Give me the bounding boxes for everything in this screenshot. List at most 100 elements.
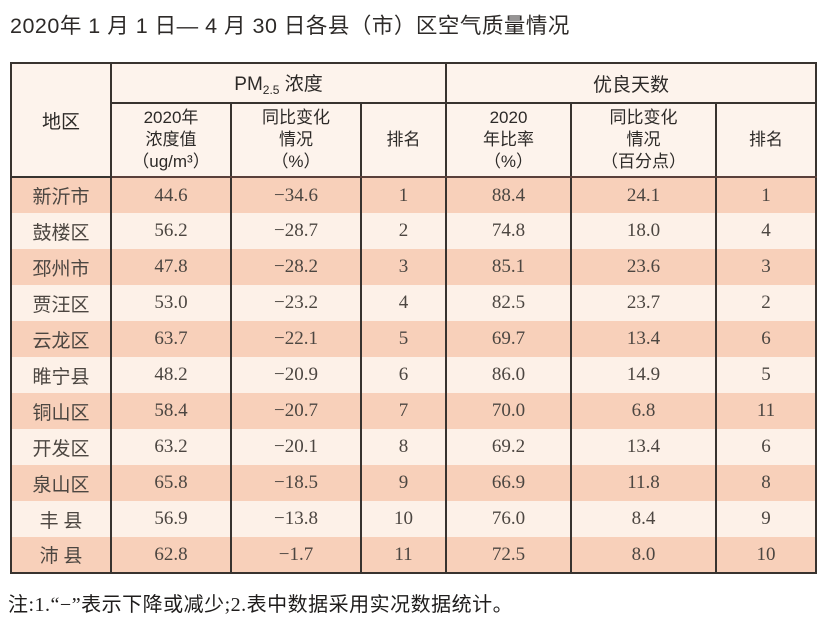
- cell-pm-change: −20.7: [230, 393, 362, 429]
- cell-pm-change: −18.5: [230, 465, 362, 501]
- cell-pm-rank: 3: [360, 249, 447, 285]
- cell-good-ratio: 69.2: [445, 429, 572, 465]
- table-row: 睢宁县 48.2 −20.9 6 86.0 14.9 5: [10, 357, 818, 393]
- table-row: 铜山区 58.4 −20.7 7 70.0 6.8 11: [10, 393, 818, 429]
- cell-pm-value: 47.8: [110, 249, 232, 285]
- table-row: 丰 县 56.9 −13.8 10 76.0 8.4 9: [10, 501, 818, 537]
- cell-pm-value: 63.2: [110, 429, 232, 465]
- cell-region: 丰 县: [10, 501, 112, 537]
- cell-pm-rank: 5: [360, 321, 447, 357]
- pm25-subscript: 2.5: [262, 83, 280, 97]
- cell-pm-value: 53.0: [110, 285, 232, 321]
- cell-pm-value: 56.2: [110, 213, 232, 249]
- subheader-good-ratio: 2020 年比率 （%）: [445, 103, 572, 178]
- cell-good-rank: 3: [714, 249, 818, 285]
- cell-good-change: 14.9: [570, 357, 717, 393]
- pm25-label: PM: [234, 74, 263, 95]
- cell-good-change: 6.8: [570, 393, 717, 429]
- cell-pm-change: −34.6: [230, 177, 362, 213]
- cell-pm-rank: 4: [360, 285, 447, 321]
- cell-region: 鼓楼区: [10, 213, 112, 249]
- cell-region: 沛 县: [10, 537, 112, 573]
- cell-good-change: 11.8: [570, 465, 717, 501]
- header-sub-row: 2020年 浓度值 （ug/m³） 同比变化 情况 （%） 排名 2020 年比…: [11, 103, 818, 178]
- cell-good-rank: 5: [714, 357, 818, 393]
- cell-good-ratio: 72.5: [445, 537, 572, 573]
- cell-pm-change: −22.1: [230, 321, 362, 357]
- cell-pm-change: −23.2: [230, 285, 362, 321]
- cell-region: 新沂市: [10, 177, 112, 213]
- cell-good-rank: 11: [714, 393, 818, 429]
- cell-pm-change: −1.7: [230, 537, 362, 573]
- cell-good-rank: 6: [714, 429, 818, 465]
- table-row: 邳州市 47.8 −28.2 3 85.1 23.6 3: [10, 249, 818, 285]
- table-row: 泉山区 65.8 −18.5 9 66.9 11.8 8: [10, 465, 818, 501]
- cell-pm-rank: 1: [360, 177, 447, 213]
- cell-region: 云龙区: [10, 321, 112, 357]
- region-header: 地区: [10, 63, 112, 178]
- cell-region: 泉山区: [10, 465, 112, 501]
- cell-good-rank: 6: [714, 321, 818, 357]
- table-row: 贾汪区 53.0 −23.2 4 82.5 23.7 2: [10, 285, 818, 321]
- cell-good-change: 18.0: [570, 213, 717, 249]
- cell-good-change: 23.6: [570, 249, 717, 285]
- cell-good-ratio: 82.5: [445, 285, 572, 321]
- cell-pm-value: 65.8: [110, 465, 232, 501]
- cell-good-ratio: 69.7: [445, 321, 572, 357]
- table-row: 鼓楼区 56.2 −28.7 2 74.8 18.0 4: [10, 213, 818, 249]
- cell-good-rank: 4: [714, 213, 818, 249]
- cell-pm-value: 62.8: [110, 537, 232, 573]
- cell-pm-rank: 9: [360, 465, 447, 501]
- cell-region: 睢宁县: [10, 357, 112, 393]
- table-body: 新沂市 44.6 −34.6 1 88.4 24.1 1 鼓楼区 56.2 −2…: [10, 177, 818, 573]
- cell-good-change: 8.0: [570, 537, 717, 573]
- table-row: 沛 县 62.8 −1.7 11 72.5 8.0 10: [10, 537, 818, 573]
- cell-good-change: 13.4: [570, 429, 717, 465]
- cell-pm-rank: 6: [360, 357, 447, 393]
- subheader-good-change: 同比变化 情况 （百分点）: [570, 103, 717, 178]
- cell-good-change: 13.4: [570, 321, 717, 357]
- good-days-group-header: 优良天数: [444, 63, 818, 104]
- pm25-suffix: 浓度: [279, 74, 323, 95]
- cell-region: 贾汪区: [10, 285, 112, 321]
- cell-good-ratio: 70.0: [445, 393, 572, 429]
- pm25-group-header: PM2.5 浓度: [110, 63, 447, 104]
- subheader-pm-change: 同比变化 情况 （%）: [230, 103, 362, 178]
- cell-good-ratio: 66.9: [445, 465, 572, 501]
- cell-pm-change: −20.1: [230, 429, 362, 465]
- footnote: 注:1.“−”表示下降或减少;2.表中数据采用实况数据统计。: [8, 594, 514, 616]
- table-row: 云龙区 63.7 −22.1 5 69.7 13.4 6: [10, 321, 818, 357]
- table-header: 地区 PM2.5 浓度 优良天数 2020年 浓度值 （ug/m³） 同比变化 …: [10, 63, 818, 178]
- cell-good-ratio: 86.0: [445, 357, 572, 393]
- cell-pm-change: −13.8: [230, 501, 362, 537]
- table-row: 新沂市 44.6 −34.6 1 88.4 24.1 1: [10, 177, 818, 213]
- header-group-row: 地区 PM2.5 浓度 优良天数: [10, 63, 818, 178]
- cell-pm-rank: 10: [360, 501, 447, 537]
- cell-pm-change: −28.7: [230, 213, 362, 249]
- cell-good-ratio: 74.8: [445, 213, 572, 249]
- cell-good-rank: 2: [714, 285, 818, 321]
- cell-pm-rank: 7: [360, 393, 447, 429]
- cell-good-change: 8.4: [570, 501, 717, 537]
- cell-pm-value: 58.4: [110, 393, 232, 429]
- table-row: 开发区 63.2 −20.1 8 69.2 13.4 6: [10, 429, 818, 465]
- page-title: 2020年 1 月 1 日— 4 月 30 日各县（市）区空气质量情况: [10, 14, 570, 38]
- cell-good-ratio: 76.0: [445, 501, 572, 537]
- subheader-good-rank: 排名: [714, 103, 818, 178]
- cell-pm-value: 56.9: [110, 501, 232, 537]
- cell-good-rank: 1: [714, 177, 818, 213]
- cell-good-rank: 9: [714, 501, 818, 537]
- cell-region: 铜山区: [10, 393, 112, 429]
- cell-pm-rank: 11: [360, 537, 447, 573]
- cell-pm-change: −28.2: [230, 249, 362, 285]
- cell-good-change: 23.7: [570, 285, 717, 321]
- cell-good-rank: 8: [714, 465, 818, 501]
- subheader-pm-rank: 排名: [360, 103, 447, 178]
- air-quality-table: 地区 PM2.5 浓度 优良天数 2020年 浓度值 （ug/m³） 同比变化 …: [10, 62, 818, 574]
- cell-good-ratio: 85.1: [445, 249, 572, 285]
- cell-good-rank: 10: [714, 537, 818, 573]
- cell-region: 邳州市: [10, 249, 112, 285]
- cell-pm-value: 48.2: [110, 357, 232, 393]
- cell-pm-value: 63.7: [110, 321, 232, 357]
